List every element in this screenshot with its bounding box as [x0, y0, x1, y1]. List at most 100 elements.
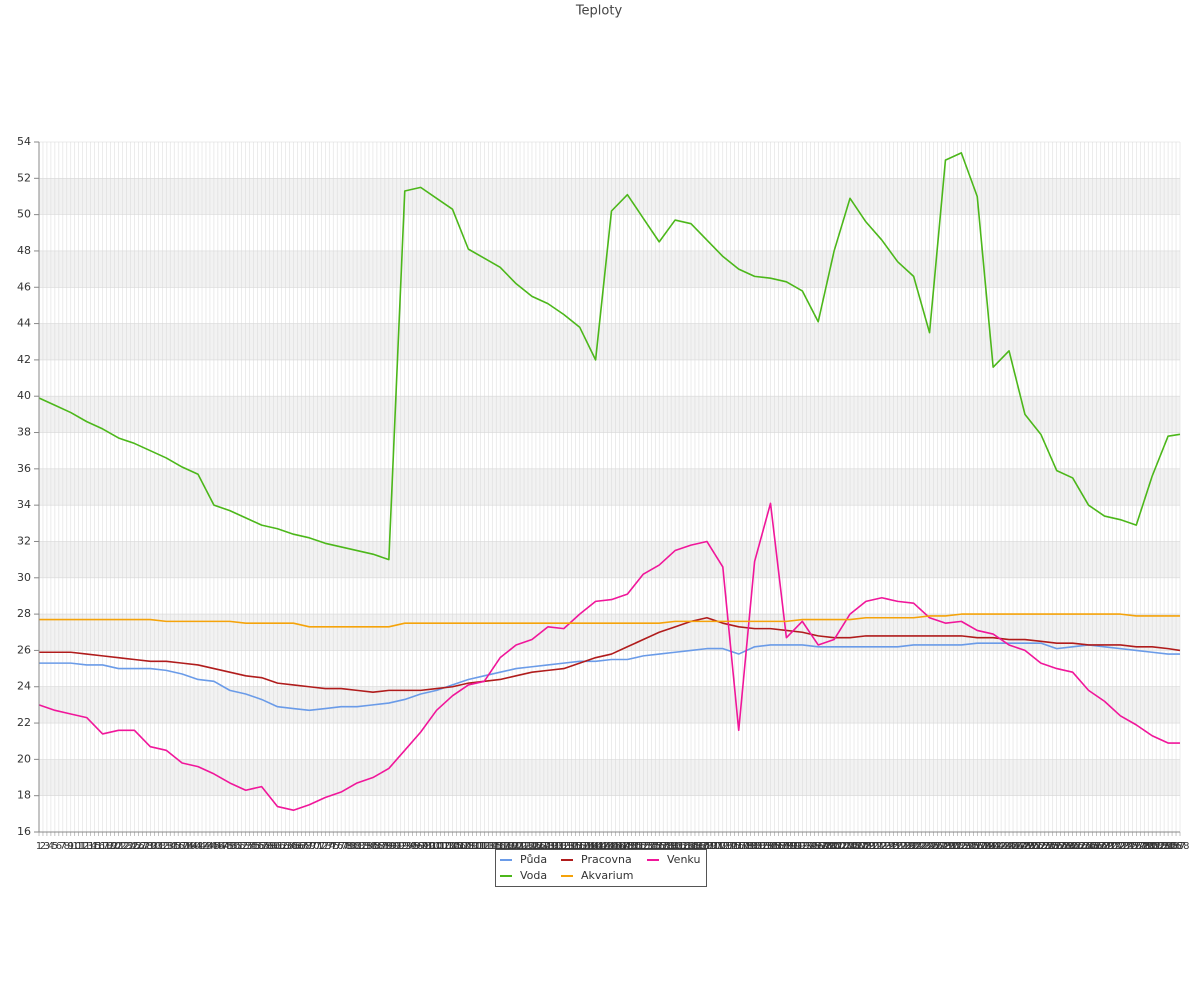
x-tick-label: 185	[761, 841, 780, 852]
x-tick-label: 170	[701, 841, 720, 852]
x-tick-label: 161	[666, 841, 685, 852]
x-tick-label: 259	[1055, 841, 1074, 852]
x-tick-label: 171	[705, 841, 724, 852]
x-tick-label: 14	[84, 841, 97, 852]
series-lines	[38, 152, 1181, 812]
x-tick-label: 187	[769, 841, 788, 852]
x-tick-label: 261	[1063, 841, 1082, 852]
x-tick-label: 106	[447, 841, 466, 852]
x-tick-label: 238	[972, 841, 991, 852]
y-tick-label: 44	[17, 317, 31, 330]
x-tick-label: 85	[367, 841, 380, 852]
x-tick-label: 167	[689, 841, 708, 852]
x-tick-label: 156	[646, 841, 665, 852]
x-tick-label: 10	[68, 841, 81, 852]
x-tick-label: 281	[1143, 841, 1162, 852]
y-tick-label: 30	[17, 571, 31, 584]
x-tick-labels: 1234567891011121314151617181920212223242…	[36, 832, 1190, 852]
x-tick-label: 19	[104, 841, 117, 852]
series-line	[38, 502, 1180, 812]
y-tick-label: 34	[17, 498, 31, 511]
x-tick-label: 12	[76, 841, 89, 852]
x-tick-label: 100	[423, 841, 442, 852]
x-tick-label: 245	[1000, 841, 1019, 852]
x-tick-label: 286	[1163, 841, 1182, 852]
x-tick-label: 87	[375, 841, 388, 852]
x-tick-label: 127	[530, 841, 549, 852]
x-tick-label: 239	[976, 841, 995, 852]
x-tick-label: 179	[737, 841, 756, 852]
x-tick-label: 97	[414, 841, 427, 852]
x-tick-label: 220	[900, 841, 919, 852]
x-tick-label: 275	[1119, 841, 1138, 852]
x-tick-label: 126	[526, 841, 545, 852]
x-tick-label: 38	[180, 841, 193, 852]
x-tick-label: 31	[152, 841, 165, 852]
x-tick-label: 184	[757, 841, 776, 852]
x-tick-label: 46	[212, 841, 225, 852]
x-tick-label: 257	[1047, 841, 1066, 852]
x-tick-label: 139	[578, 841, 597, 852]
x-tick-label: 82	[355, 841, 368, 852]
x-tick-label: 193	[793, 841, 812, 852]
x-tick-label: 110	[463, 841, 482, 852]
x-tick-label: 4	[48, 841, 54, 852]
x-tick-label: 91	[390, 841, 403, 852]
x-tick-label: 36	[172, 841, 185, 852]
x-tick-label: 17	[96, 841, 109, 852]
x-tick-label: 24	[124, 841, 137, 852]
x-tick-label: 172	[709, 841, 728, 852]
x-tick-label: 56	[251, 841, 264, 852]
x-tick-label: 277	[1127, 841, 1146, 852]
x-tick-label: 112	[471, 841, 490, 852]
x-tick-label: 173	[713, 841, 732, 852]
x-tick-label: 71	[311, 841, 324, 852]
x-tick-label: 169	[697, 841, 716, 852]
x-tick-label: 280	[1139, 841, 1158, 852]
x-tick-label: 215	[880, 841, 899, 852]
x-tick-label: 263	[1071, 841, 1090, 852]
x-tick-label: 150	[622, 841, 641, 852]
y-tick-label: 28	[17, 607, 31, 620]
x-tick-label: 241	[984, 841, 1003, 852]
x-tick-label: 96	[410, 841, 423, 852]
x-tick-label: 181	[745, 841, 764, 852]
x-tick-label: 155	[642, 841, 661, 852]
x-tick-label: 60	[267, 841, 280, 852]
x-tick-label: 8	[64, 841, 70, 852]
x-tick-label: 158	[654, 841, 673, 852]
x-tick-label: 134	[558, 841, 577, 852]
x-tick-label: 57	[255, 841, 268, 852]
x-tick-label: 232	[948, 841, 967, 852]
x-tick-label: 252	[1027, 841, 1046, 852]
x-tick-label: 16	[92, 841, 105, 852]
x-tick-label: 159	[658, 841, 677, 852]
x-tick-label: 197	[809, 841, 828, 852]
x-tick-label: 109	[459, 841, 478, 852]
x-tick-label: 1	[36, 841, 42, 852]
x-tick-label: 74	[323, 841, 336, 852]
x-tick-label: 52	[235, 841, 248, 852]
x-tick-label: 217	[888, 841, 907, 852]
grid-band	[39, 541, 1180, 578]
y-tick-label: 50	[17, 208, 31, 221]
y-tick-label: 42	[17, 353, 31, 366]
series-line	[39, 642, 1180, 712]
x-tick-label: 51	[231, 841, 244, 852]
series-line	[39, 613, 1180, 628]
legend-label: Půda	[520, 853, 547, 866]
x-tick-label: 11	[72, 841, 85, 852]
x-tick-label: 192	[789, 841, 808, 852]
y-tick-label: 52	[17, 171, 31, 184]
x-tick-label: 214	[876, 841, 895, 852]
x-tick-label: 180	[741, 841, 760, 852]
x-tick-label: 81	[351, 841, 364, 852]
x-tick-label: 152	[630, 841, 649, 852]
x-tick-label: 270	[1099, 841, 1118, 852]
x-tick-label: 129	[538, 841, 557, 852]
x-tick-label: 145	[602, 841, 621, 852]
x-tick-label: 114	[479, 841, 498, 852]
x-tick-label: 153	[634, 841, 653, 852]
x-tick-label: 26	[132, 841, 145, 852]
x-tick-label: 203	[833, 841, 852, 852]
